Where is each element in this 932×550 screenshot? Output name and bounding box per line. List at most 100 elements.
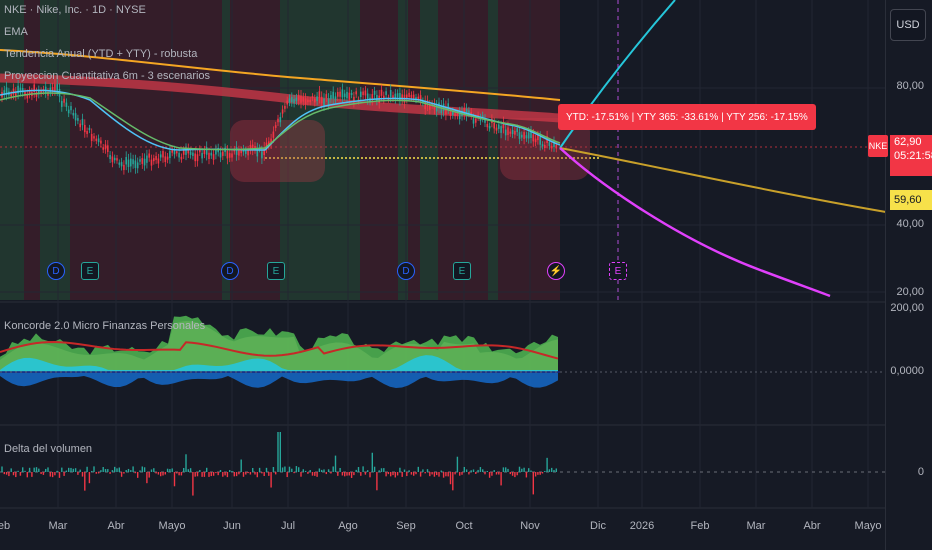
candle-body bbox=[350, 92, 353, 96]
candle-body bbox=[49, 87, 52, 93]
volume-delta-bar bbox=[330, 472, 332, 474]
volume-delta-bar bbox=[314, 472, 316, 476]
candle-body bbox=[550, 145, 553, 149]
candle-body bbox=[146, 155, 148, 163]
zone-highlight bbox=[230, 120, 325, 182]
volume-delta-bar bbox=[505, 467, 507, 472]
volume-delta-bar bbox=[523, 467, 525, 472]
indicator-ema-label[interactable]: EMA bbox=[4, 26, 28, 38]
currency-button[interactable]: USD bbox=[890, 9, 926, 41]
price-axis[interactable]: 80,00 40,00 20,00 200,00 0,0000 0 bbox=[885, 0, 932, 550]
candle-body bbox=[72, 112, 75, 116]
candle-body bbox=[164, 156, 167, 162]
candle-body bbox=[166, 156, 169, 160]
ema-long-line bbox=[0, 49, 561, 101]
candle-body bbox=[279, 117, 282, 123]
main-chart-canvas[interactable] bbox=[0, 0, 886, 550]
volume-delta-bar bbox=[127, 468, 130, 472]
volume-delta-bar bbox=[189, 468, 192, 472]
volume-delta-bar bbox=[203, 472, 206, 477]
volume-delta-bar bbox=[399, 467, 401, 472]
volume-delta-bar bbox=[417, 466, 419, 472]
candle-body bbox=[355, 91, 357, 95]
candle-body bbox=[270, 138, 272, 145]
time-tick: Mayo bbox=[158, 520, 186, 532]
volume-delta-bar bbox=[12, 472, 15, 476]
price-tick: 80,00 bbox=[896, 80, 924, 92]
candle-body bbox=[226, 150, 229, 159]
candle-body bbox=[171, 149, 173, 153]
candle-body bbox=[458, 112, 461, 120]
time-tick: Mar bbox=[48, 520, 68, 532]
volume-delta-bar bbox=[500, 472, 502, 486]
volume-delta-bar bbox=[465, 469, 468, 472]
volume-delta-bar bbox=[155, 472, 157, 474]
candle-body bbox=[274, 125, 277, 128]
earnings-marker[interactable]: E bbox=[267, 262, 285, 280]
candle-body bbox=[235, 147, 238, 155]
time-tick: Abr bbox=[107, 520, 125, 532]
candle-body bbox=[527, 132, 530, 139]
volume-delta-bar bbox=[24, 470, 26, 472]
dividend-marker[interactable]: D bbox=[397, 262, 415, 280]
volume-delta-bar bbox=[555, 468, 557, 472]
volume-delta-bar bbox=[449, 472, 452, 485]
candle-body bbox=[178, 152, 180, 158]
volume-delta-bar bbox=[104, 469, 107, 472]
volume-delta-bar bbox=[468, 472, 470, 475]
indicator-trend-label[interactable]: Tendencia Anual (YTD + YTY) - robusta bbox=[4, 48, 198, 60]
candle-body bbox=[263, 147, 265, 156]
volume-delta-bar bbox=[65, 470, 68, 472]
volume-tick: 0 bbox=[917, 466, 924, 478]
volume-delta-bar bbox=[270, 472, 272, 488]
volume-delta-bar bbox=[54, 472, 56, 476]
volume-delta-bar bbox=[288, 466, 291, 472]
candle-body bbox=[139, 159, 141, 162]
volume-delta-title[interactable]: Delta del volumen bbox=[4, 443, 93, 455]
candle-body bbox=[33, 84, 35, 92]
candle-body bbox=[63, 98, 65, 103]
time-tick: Feb bbox=[690, 520, 710, 532]
candle-body bbox=[153, 158, 155, 162]
earnings-marker[interactable]: E bbox=[453, 262, 471, 280]
koncorde-title[interactable]: Koncorde 2.0 Micro Finanzas Personales bbox=[4, 320, 206, 332]
candle-body bbox=[389, 89, 392, 97]
volume-delta-bars bbox=[1, 432, 557, 496]
volume-delta-bar bbox=[261, 472, 263, 474]
volume-delta-bar bbox=[125, 470, 127, 472]
candle-body bbox=[182, 150, 185, 155]
candle-body bbox=[327, 98, 330, 105]
price-tick: 20,00 bbox=[896, 286, 924, 298]
candle-body bbox=[507, 127, 509, 136]
split-flash-marker[interactable]: ⚡ bbox=[547, 262, 565, 280]
volume-delta-bar bbox=[86, 466, 88, 472]
candle-body bbox=[127, 159, 130, 168]
volume-delta-bar bbox=[445, 472, 447, 477]
volume-delta-bar bbox=[348, 472, 350, 476]
upcoming-earnings-marker[interactable]: E bbox=[609, 262, 627, 280]
earnings-marker[interactable]: E bbox=[81, 262, 99, 280]
candle-body bbox=[399, 93, 401, 101]
volume-delta-bar bbox=[160, 472, 162, 477]
dividend-marker[interactable]: D bbox=[221, 262, 239, 280]
indicator-projection-label[interactable]: Proyeccion Cuantitativa 6m - 3 escenario… bbox=[4, 70, 211, 82]
candle-body bbox=[180, 156, 183, 160]
symbol-title[interactable]: NKE · Nike, Inc. · 1D · NYSE bbox=[4, 4, 146, 16]
volume-delta-bar bbox=[525, 472, 528, 478]
candle-body bbox=[81, 118, 84, 126]
ytd-annotation: YTD: -17.51% | YTY 365: -33.61% | YTY 25… bbox=[558, 104, 816, 130]
dividend-marker[interactable]: D bbox=[47, 262, 65, 280]
candle-body bbox=[247, 150, 249, 156]
volume-delta-bar bbox=[426, 469, 429, 472]
volume-delta-bar bbox=[295, 466, 298, 472]
candle-body bbox=[222, 151, 224, 156]
volume-delta-bar bbox=[380, 468, 383, 472]
volume-delta-bar bbox=[97, 472, 100, 474]
volume-delta-bar bbox=[546, 457, 548, 472]
projection-bear-line bbox=[559, 147, 831, 298]
candle-body bbox=[169, 150, 171, 159]
volume-delta-bar bbox=[461, 472, 463, 475]
volume-delta-bar bbox=[31, 472, 33, 477]
volume-delta-bar bbox=[383, 468, 385, 472]
candle-body bbox=[148, 153, 150, 158]
